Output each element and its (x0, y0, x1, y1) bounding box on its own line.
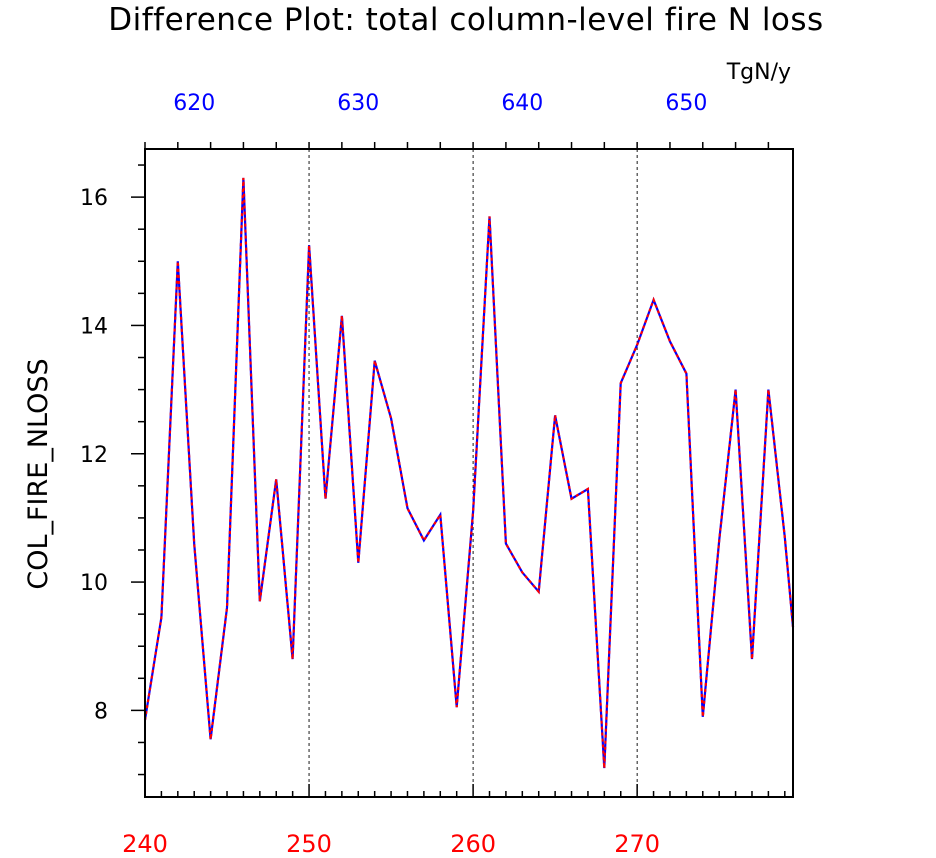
series-line-overlay (143, 177, 795, 769)
y-tick-label: 12 (80, 443, 108, 468)
y-tick-label: 16 (80, 186, 108, 211)
chart-title: Difference Plot: total column-level fire… (108, 2, 823, 38)
y-axis-label: COL_FIRE_NLOSS (23, 358, 54, 589)
series-line-base (143, 177, 795, 769)
bottom-tick-label: 240 (122, 830, 168, 858)
y-tick-label: 10 (80, 571, 108, 596)
y-tick-label: 8 (94, 699, 108, 724)
plot-frame (144, 148, 794, 798)
grid-lines (308, 149, 638, 797)
units-label: TgN/y (726, 60, 791, 85)
y-tick-label: 14 (80, 314, 108, 339)
top-tick-label: 650 (665, 91, 707, 116)
bottom-tick-label: 250 (286, 830, 332, 858)
top-tick-label: 620 (173, 91, 215, 116)
top-tick-label: 630 (337, 91, 379, 116)
series-lines (143, 177, 795, 769)
top-tick-label: 640 (501, 91, 543, 116)
bottom-tick-label: 270 (614, 830, 660, 858)
tick-labels: 8 10 12 14 16 620 630 640 650 240 250 260 270 (80, 91, 707, 858)
bottom-tick-label: 260 (450, 830, 496, 858)
